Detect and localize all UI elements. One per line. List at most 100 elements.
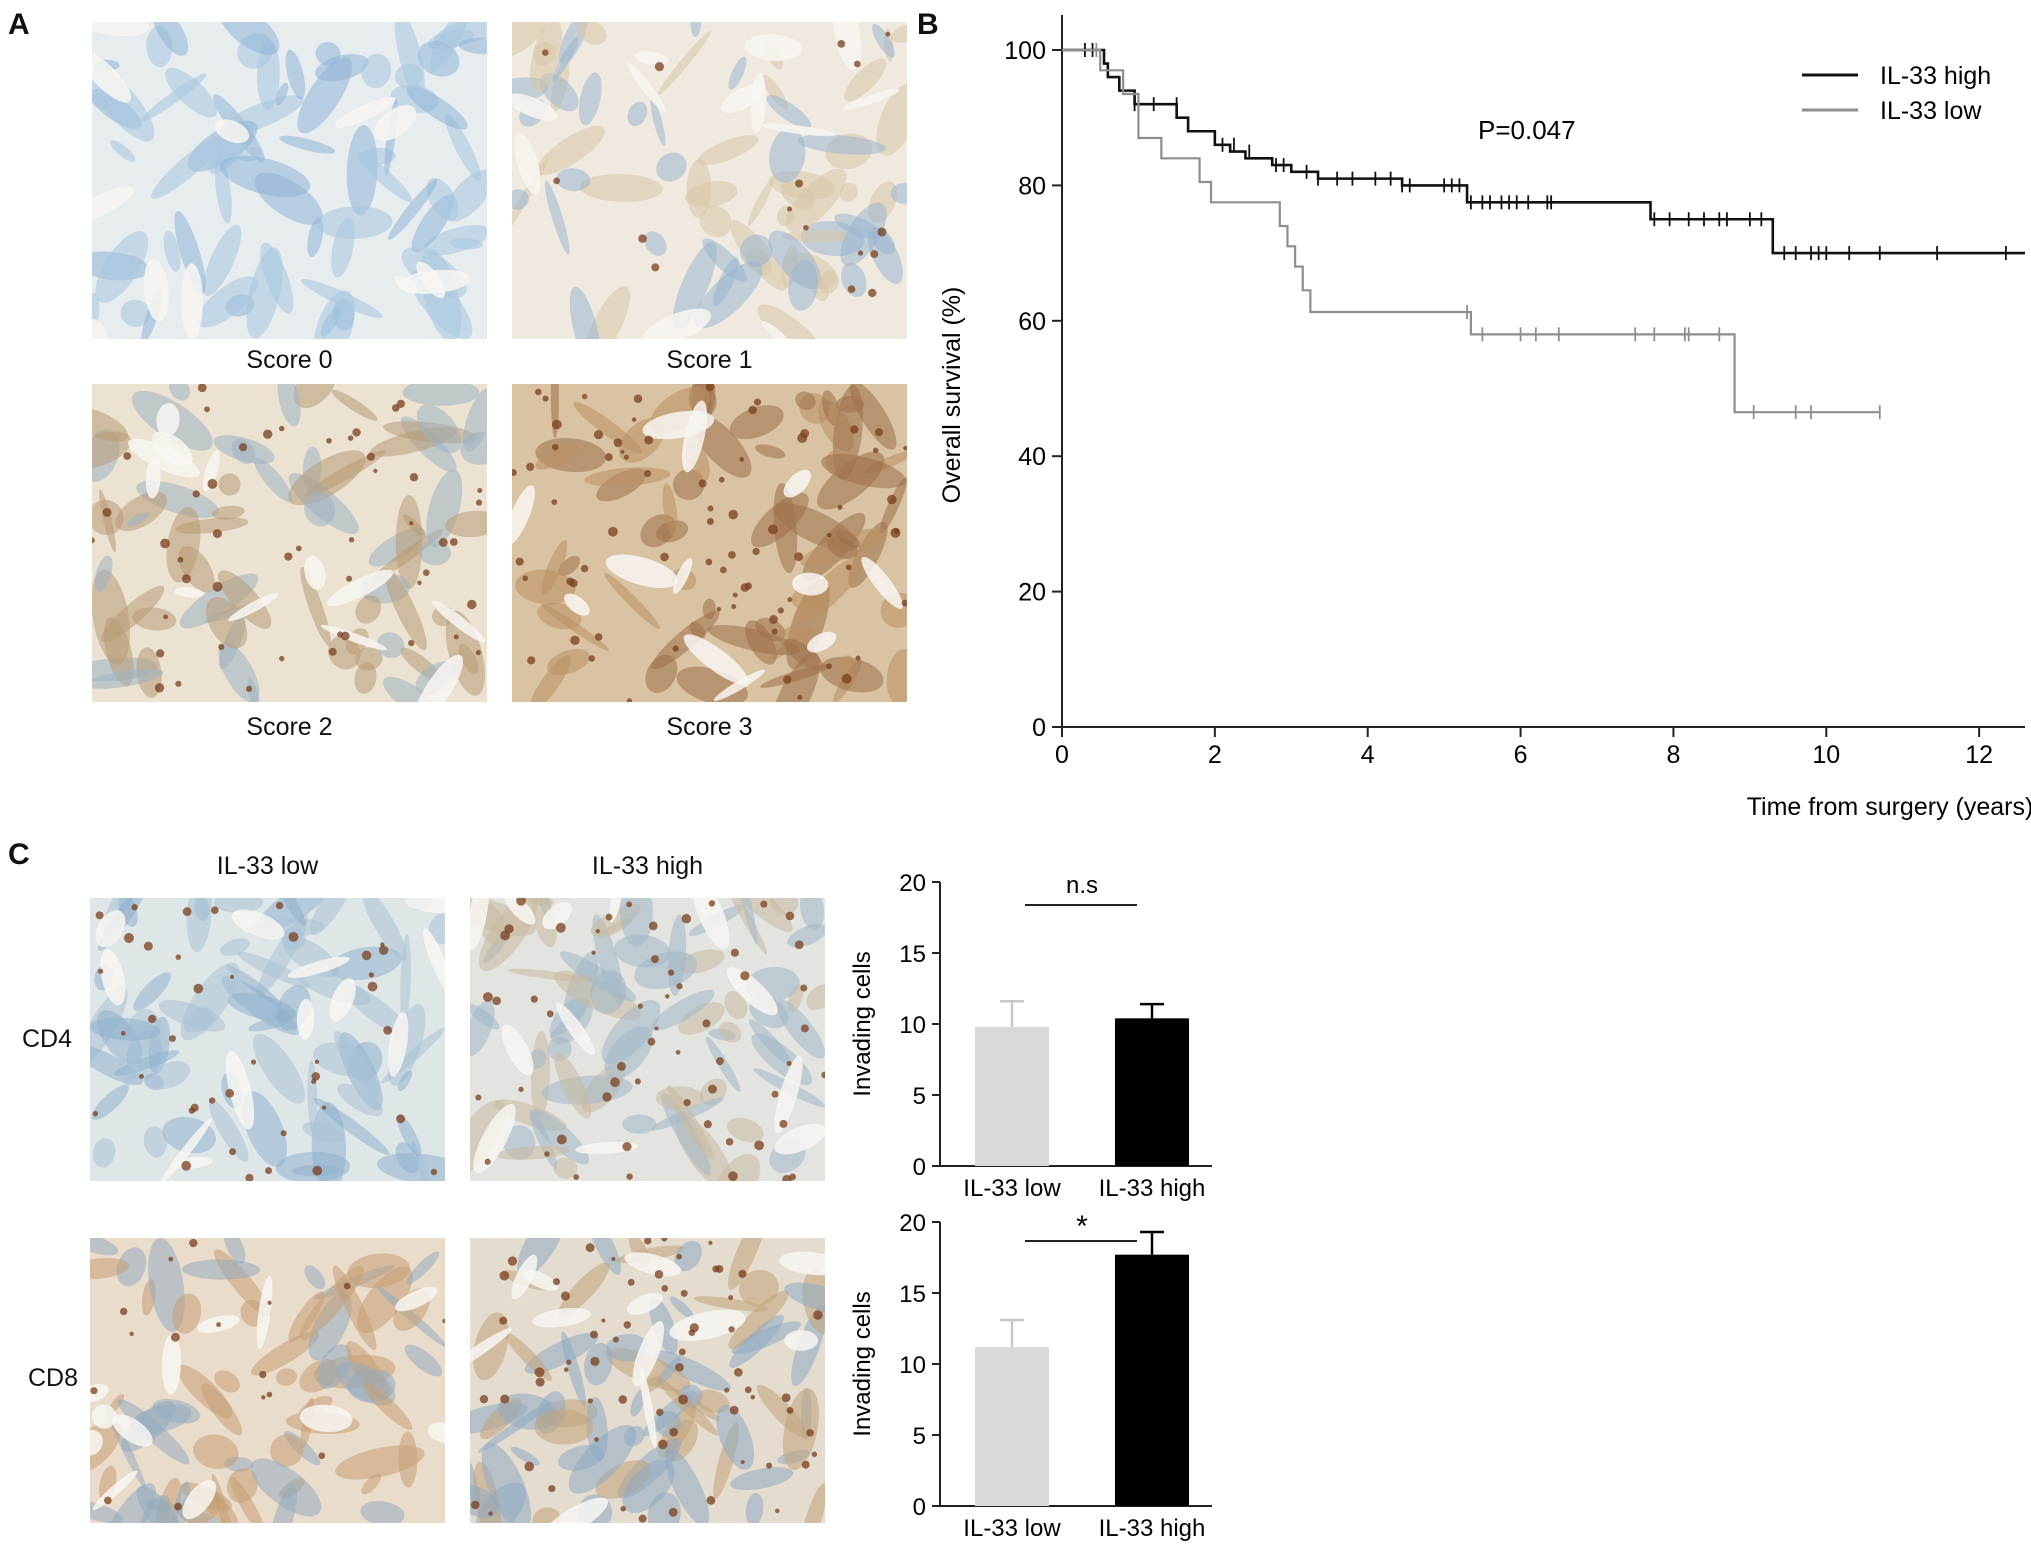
lumen-space	[504, 898, 536, 925]
lumen-space	[473, 1104, 516, 1174]
stained-cell	[725, 1137, 734, 1146]
stained-cell	[768, 524, 778, 535]
tissue-blob	[116, 1247, 147, 1287]
x-tick-label: IL-33 low	[963, 1175, 1061, 1202]
tissue-blob	[573, 401, 643, 454]
tissue-blob	[579, 173, 663, 202]
tissue-blob	[644, 231, 667, 256]
tissue-blob	[657, 1378, 718, 1436]
stained-cell	[610, 1077, 620, 1088]
stained-cell	[278, 425, 285, 432]
stained-cell	[740, 1460, 745, 1465]
tissue-blob	[556, 168, 591, 192]
lumen-space	[423, 928, 445, 994]
lumen-space	[92, 1470, 138, 1511]
stained-cell	[530, 995, 538, 1003]
tissue-blob	[250, 1458, 322, 1517]
y-tick-label: 5	[913, 1083, 926, 1110]
tissue-blob	[547, 1036, 572, 1061]
stained-cell	[715, 1264, 724, 1273]
stained-cell	[312, 1165, 323, 1176]
tissue-blob	[395, 495, 423, 590]
tissue-blob	[715, 1154, 761, 1181]
tissue-blob	[665, 1448, 710, 1523]
stained-cell	[154, 683, 165, 693]
tissue-blob	[495, 1145, 570, 1160]
tissue-blob	[297, 57, 352, 134]
stained-cell	[569, 579, 578, 588]
p-value-annotation: P=0.047	[1478, 115, 1576, 145]
tissue-blob	[818, 270, 840, 294]
stained-cell	[845, 564, 852, 571]
tissue-blob	[784, 1282, 825, 1316]
tissue-blob	[175, 517, 249, 534]
tissue-blob	[747, 178, 774, 226]
stained-cell	[546, 1010, 554, 1018]
tissue-blob	[754, 444, 786, 459]
lumen-space	[514, 132, 541, 195]
tissue-blob	[510, 1446, 540, 1466]
stained-cell	[705, 384, 715, 392]
tissue-blob	[363, 1382, 413, 1430]
tissue-blob	[690, 22, 702, 37]
tissue-blob	[729, 1314, 784, 1368]
tissue-blob	[91, 1084, 129, 1120]
y-tick-label: 0	[913, 1494, 926, 1521]
lumen-space	[642, 308, 712, 339]
tissue-blob	[669, 1296, 695, 1320]
stained-cell	[786, 1061, 792, 1066]
stained-cell	[553, 177, 561, 185]
lumen-space	[91, 1404, 117, 1429]
tissue-blob	[840, 202, 887, 266]
stained-cell	[786, 1406, 794, 1414]
tissue-blob	[181, 1259, 261, 1280]
tissue-blob	[202, 224, 242, 296]
tissue-blob	[139, 1494, 171, 1523]
lumen-space	[413, 654, 463, 702]
stained-cell	[175, 954, 182, 960]
tissue-blob	[739, 1269, 779, 1307]
stained-cell	[667, 969, 675, 976]
lumen-space	[779, 1251, 825, 1276]
tissue-blob	[317, 206, 393, 240]
lumen-space	[431, 600, 486, 643]
stained-cell	[340, 631, 350, 641]
lumen-space	[761, 321, 791, 339]
lumen-space	[501, 1024, 534, 1076]
stained-cell	[190, 1103, 199, 1112]
y-axis-label: Invading cells	[849, 951, 876, 1096]
lumen-space	[181, 263, 203, 339]
stained-cell	[555, 922, 566, 933]
stained-cell	[618, 1395, 628, 1404]
tissue-blob	[285, 49, 306, 100]
micrograph-score-2	[92, 384, 487, 702]
stained-cell	[189, 1238, 198, 1248]
tissue-blob	[208, 1099, 249, 1163]
stained-cell	[654, 62, 664, 72]
y-tick-label: 0	[913, 1154, 926, 1181]
stained-cell	[97, 968, 104, 974]
tissue-blob	[416, 404, 462, 454]
stained-cell	[314, 1059, 320, 1065]
stained-cell	[708, 1240, 713, 1245]
stained-cell	[887, 494, 897, 505]
stained-cell	[626, 1173, 633, 1180]
tissue-blob	[544, 180, 570, 255]
stained-cell	[627, 1278, 635, 1286]
tissue-blob	[785, 168, 847, 232]
stained-cell	[595, 928, 601, 934]
stained-cell	[813, 1310, 823, 1320]
stained-cell	[678, 1348, 686, 1356]
lumen-space	[512, 93, 558, 121]
stained-cell	[623, 454, 629, 460]
stained-cell	[499, 1270, 510, 1281]
tissue-blob	[532, 1507, 561, 1523]
stained-cell	[611, 1256, 616, 1262]
stained-cell	[261, 1395, 266, 1400]
lumen-space	[174, 587, 204, 598]
stained-cell	[800, 1024, 809, 1033]
tissue-blob	[92, 1138, 116, 1168]
y-tick-label: 10	[899, 1012, 926, 1039]
stained-cell	[475, 650, 481, 656]
tissue-blob	[201, 1383, 243, 1436]
